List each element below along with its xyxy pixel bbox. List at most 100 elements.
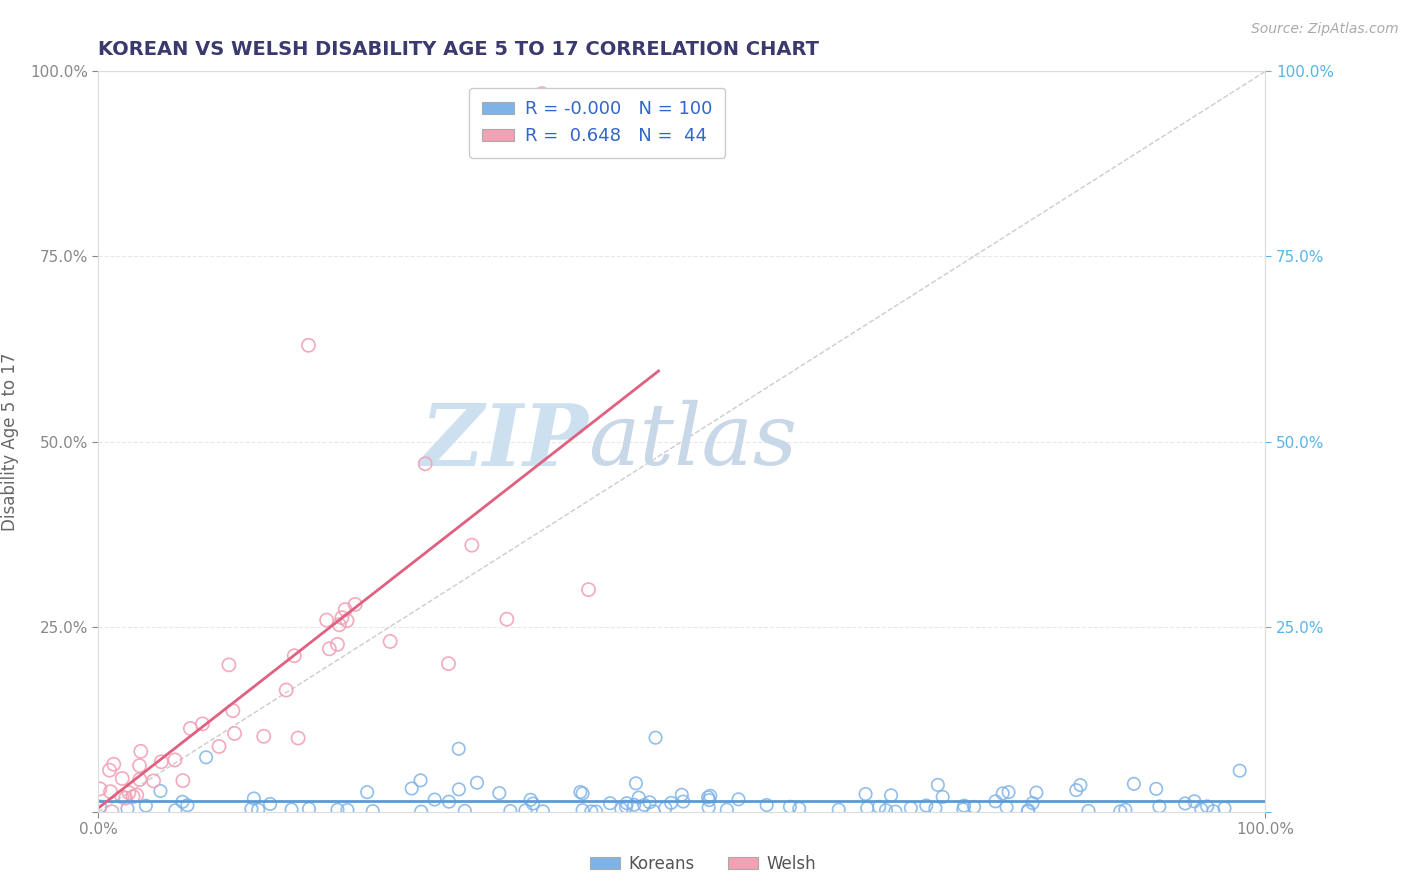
Point: [461, 538, 484, 552]
Point: [163, 753, 186, 767]
Point: [495, 612, 517, 626]
Point: [401, 781, 423, 796]
Point: [103, 757, 125, 772]
Point: [297, 338, 319, 352]
Point: [172, 773, 194, 788]
Point: [336, 803, 359, 817]
Point: [931, 789, 953, 804]
Point: [1064, 783, 1087, 797]
Point: [787, 802, 810, 816]
Point: [633, 797, 655, 812]
Y-axis label: Disability Age 5 to 17: Disability Age 5 to 17: [1, 352, 18, 531]
Point: [727, 792, 749, 806]
Point: [614, 799, 637, 814]
Point: [519, 793, 541, 807]
Point: [356, 785, 378, 799]
Point: [1021, 796, 1043, 810]
Point: [125, 788, 148, 802]
Point: [610, 802, 633, 816]
Point: [581, 805, 603, 819]
Point: [1182, 794, 1205, 808]
Point: [924, 801, 946, 815]
Point: [129, 744, 152, 758]
Point: [344, 598, 367, 612]
Point: [755, 798, 778, 813]
Point: [880, 789, 903, 803]
Point: [165, 803, 187, 817]
Legend: Koreans, Welsh: Koreans, Welsh: [583, 848, 823, 880]
Point: [569, 785, 592, 799]
Text: Source: ZipAtlas.com: Source: ZipAtlas.com: [1251, 22, 1399, 37]
Point: [454, 804, 477, 818]
Point: [298, 802, 321, 816]
Point: [1017, 803, 1039, 817]
Point: [531, 805, 554, 819]
Point: [530, 87, 553, 101]
Point: [638, 795, 661, 809]
Point: [437, 795, 460, 809]
Point: [578, 582, 600, 597]
Point: [150, 755, 173, 769]
Point: [287, 731, 309, 745]
Point: [411, 805, 433, 819]
Point: [963, 800, 986, 814]
Point: [326, 637, 349, 651]
Point: [515, 804, 537, 818]
Point: [1114, 803, 1136, 817]
Point: [128, 758, 150, 772]
Point: [915, 798, 938, 813]
Point: [409, 773, 432, 788]
Point: [208, 739, 231, 754]
Text: ZIP: ZIP: [420, 400, 589, 483]
Point: [1149, 799, 1171, 814]
Point: [176, 798, 198, 813]
Point: [111, 789, 134, 804]
Point: [716, 803, 738, 817]
Point: [361, 804, 384, 818]
Point: [984, 794, 1007, 808]
Point: [856, 801, 879, 815]
Point: [89, 781, 111, 796]
Point: [672, 795, 695, 809]
Point: [488, 786, 510, 800]
Point: [423, 792, 446, 806]
Point: [117, 802, 139, 816]
Point: [330, 610, 353, 624]
Point: [111, 772, 134, 786]
Point: [627, 790, 650, 805]
Point: [218, 657, 240, 672]
Point: [952, 802, 974, 816]
Point: [89, 799, 111, 814]
Point: [991, 786, 1014, 800]
Point: [1069, 778, 1091, 792]
Point: [191, 716, 214, 731]
Point: [699, 789, 721, 803]
Point: [671, 788, 693, 802]
Point: [697, 790, 720, 805]
Point: [697, 793, 720, 807]
Point: [247, 803, 270, 817]
Point: [995, 800, 1018, 814]
Point: [118, 786, 141, 800]
Point: [884, 805, 907, 819]
Point: [659, 796, 682, 810]
Point: [1197, 799, 1219, 814]
Point: [283, 648, 305, 663]
Point: [1144, 781, 1167, 796]
Point: [240, 802, 263, 816]
Point: [623, 797, 645, 812]
Point: [997, 785, 1019, 799]
Point: [599, 796, 621, 810]
Point: [953, 798, 976, 813]
Point: [522, 797, 544, 811]
Point: [253, 729, 276, 743]
Legend: R = -0.000   N = 100, R =  0.648   N =  44: R = -0.000 N = 100, R = 0.648 N = 44: [470, 87, 725, 158]
Point: [1189, 802, 1212, 816]
Point: [624, 776, 647, 790]
Point: [1229, 764, 1251, 778]
Point: [571, 786, 593, 800]
Point: [328, 617, 350, 632]
Point: [276, 683, 298, 698]
Point: [437, 657, 460, 671]
Point: [828, 803, 851, 817]
